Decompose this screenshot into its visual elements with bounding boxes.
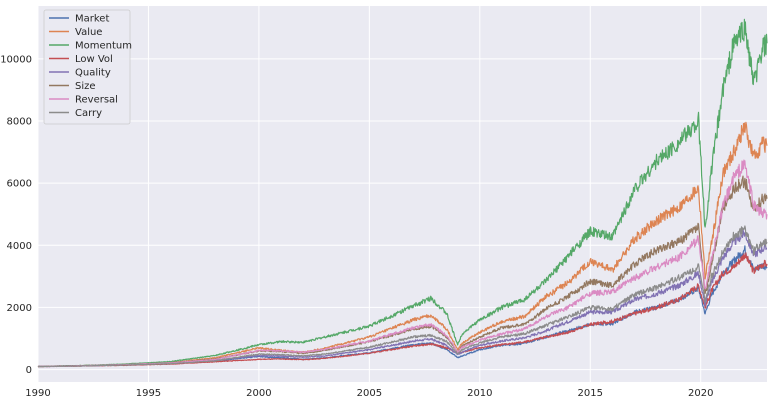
legend-label: Momentum bbox=[75, 41, 132, 52]
series-line-momentum bbox=[37, 18, 768, 368]
series-line-carry bbox=[37, 225, 768, 368]
x-tick-label: 2010 bbox=[467, 388, 492, 399]
plot-area bbox=[38, 6, 767, 382]
legend-label: Carry bbox=[75, 108, 102, 119]
y-tick-label: 2000 bbox=[7, 303, 32, 314]
x-tick-label: 2005 bbox=[357, 388, 382, 399]
legend-label: Size bbox=[75, 81, 96, 92]
y-tick-label: 10000 bbox=[0, 54, 32, 65]
x-tick-label: 2020 bbox=[688, 388, 713, 399]
y-tick-label: 8000 bbox=[7, 116, 32, 127]
y-axis-ticks: 0 2000 4000 6000 8000 10000 bbox=[0, 54, 32, 376]
y-tick-label: 6000 bbox=[7, 179, 32, 190]
legend-label: Quality bbox=[75, 68, 111, 79]
legend: Market Value Momentum Low Vol Quality Size Rev… bbox=[43, 9, 132, 125]
legend-label: Market bbox=[75, 14, 109, 25]
x-tick-label: 1995 bbox=[136, 388, 161, 399]
legend-label: Low Vol bbox=[75, 54, 113, 65]
x-axis-ticks: 1990 1995 2000 2005 2010 2015 2020 bbox=[25, 388, 713, 399]
x-tick-label: 2015 bbox=[578, 388, 603, 399]
legend-label: Reversal bbox=[75, 95, 118, 106]
x-tick-label: 1990 bbox=[25, 388, 50, 399]
y-tick-label: 0 bbox=[26, 365, 32, 376]
series-layer bbox=[37, 18, 768, 368]
x-tick-label: 2000 bbox=[246, 388, 271, 399]
legend-label: Value bbox=[75, 27, 102, 38]
legend-box bbox=[43, 9, 131, 125]
series-line-reversal bbox=[37, 159, 768, 368]
y-tick-label: 4000 bbox=[7, 241, 32, 252]
grid-lines bbox=[37, 6, 767, 382]
